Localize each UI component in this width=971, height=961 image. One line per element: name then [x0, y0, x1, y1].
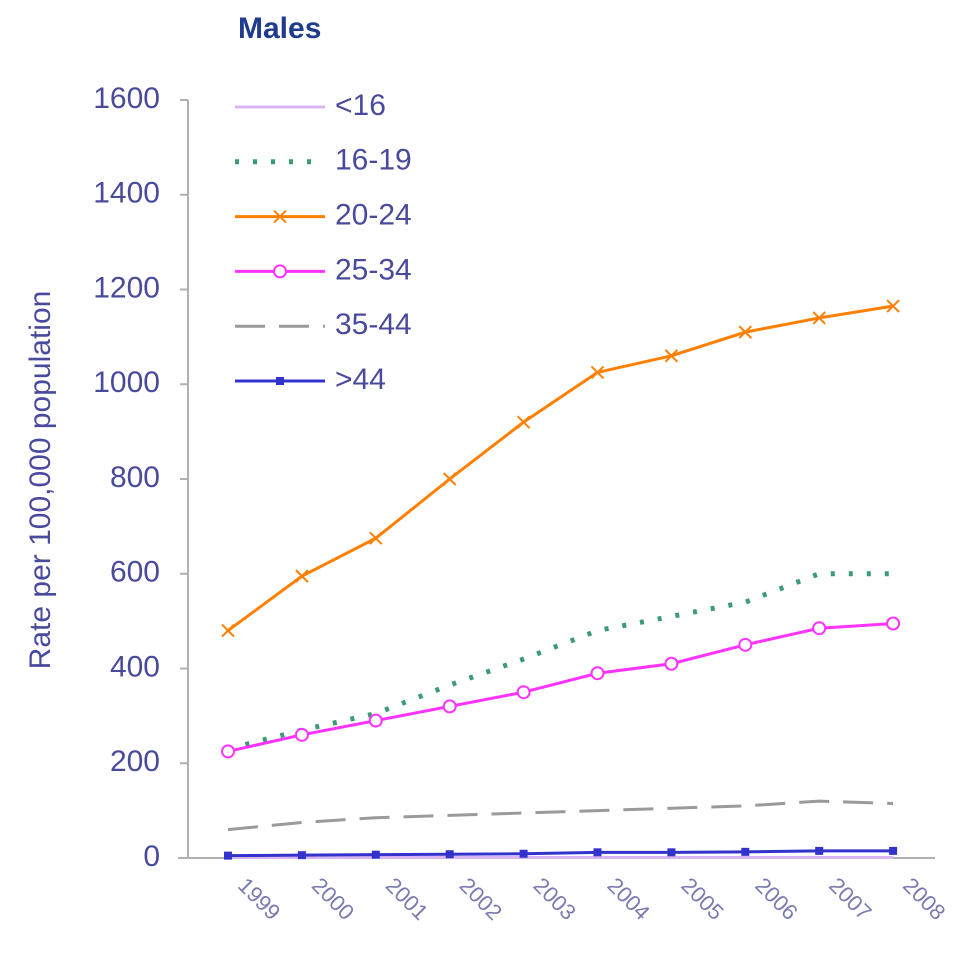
legend-label: >44 [335, 363, 386, 396]
marker [442, 699, 457, 714]
y-tick-label: 400 [110, 650, 160, 683]
x-tick-label: 2006 [750, 873, 802, 925]
marker [664, 349, 679, 363]
x-tick-label: 1999 [233, 873, 285, 925]
marker [368, 713, 383, 728]
chart-title: Males [238, 12, 321, 45]
legend-label: 20-24 [335, 199, 412, 232]
legend-label: <16 [335, 89, 386, 122]
legend-label: 35-44 [335, 308, 412, 341]
series-line [227, 621, 894, 753]
marker [371, 850, 380, 859]
y-tick-label: 600 [110, 556, 160, 589]
marker [369, 531, 383, 545]
x-tick-label: 2000 [307, 873, 359, 925]
marker [889, 846, 898, 855]
marker [812, 311, 826, 325]
y-tick-label: 200 [110, 745, 160, 778]
marker [295, 569, 309, 583]
marker [812, 621, 827, 636]
marker [886, 299, 900, 313]
x-tick-label: 2001 [381, 873, 433, 925]
marker [590, 365, 605, 380]
marker [815, 846, 824, 855]
legend-label: 25-34 [335, 253, 412, 286]
marker [442, 472, 457, 486]
y-tick-label: 800 [110, 461, 160, 494]
series-line [227, 571, 894, 752]
y-tick-label: 1400 [93, 177, 160, 210]
y-axis-label: Rate per 100,000 population [24, 291, 57, 670]
x-tick-label: 2005 [676, 873, 728, 925]
series-line [227, 304, 894, 632]
series-line [227, 799, 894, 832]
legend-marker [273, 209, 287, 224]
marker [738, 637, 753, 652]
marker [590, 666, 605, 681]
marker [224, 851, 232, 860]
legend-marker [273, 264, 287, 279]
marker [519, 849, 528, 858]
marker [667, 848, 676, 857]
legend-label: 16-19 [335, 144, 412, 177]
marker [886, 616, 901, 631]
marker [221, 744, 235, 759]
marker [664, 656, 679, 671]
x-tick-label: 2002 [455, 873, 507, 925]
marker [516, 415, 531, 429]
marker [593, 848, 602, 857]
marker [741, 847, 750, 856]
marker [221, 623, 235, 638]
x-tick-label: 2003 [529, 873, 581, 925]
x-tick-label: 2007 [824, 873, 876, 925]
marker [738, 325, 753, 339]
y-tick-label: 0 [143, 840, 160, 873]
legend-marker [276, 377, 284, 385]
y-tick-label: 1600 [93, 82, 160, 115]
y-tick-label: 1000 [93, 366, 160, 399]
marker [516, 685, 531, 700]
marker [297, 851, 306, 860]
marker [445, 850, 454, 859]
x-tick-label: 2004 [603, 873, 655, 925]
x-tick-label: 2008 [898, 873, 950, 925]
marker [294, 727, 309, 742]
series-line [227, 849, 894, 858]
y-tick-label: 1200 [93, 271, 160, 304]
